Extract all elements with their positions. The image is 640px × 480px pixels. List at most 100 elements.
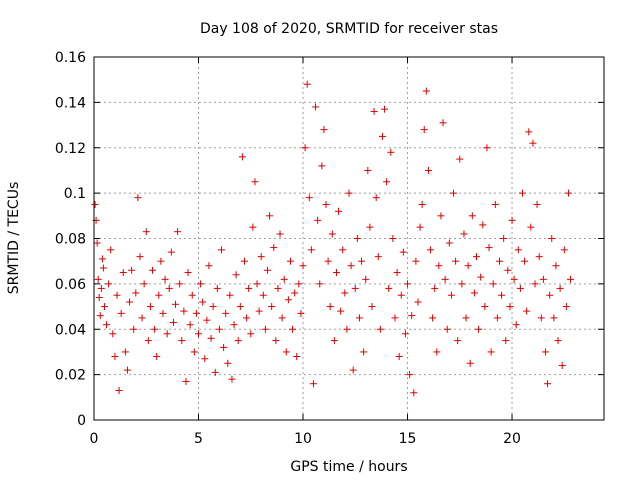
data-point bbox=[316, 280, 324, 288]
data-point bbox=[188, 291, 196, 299]
data-point bbox=[537, 314, 545, 322]
data-point bbox=[485, 244, 493, 252]
data-point bbox=[322, 200, 330, 208]
data-point bbox=[291, 289, 299, 297]
data-point bbox=[447, 291, 455, 299]
data-point bbox=[272, 337, 280, 345]
data-points bbox=[91, 80, 575, 397]
y-tick-label: 0.12 bbox=[55, 141, 86, 157]
data-point bbox=[280, 275, 288, 283]
data-point bbox=[339, 246, 347, 254]
data-point bbox=[562, 303, 570, 311]
data-point bbox=[142, 228, 150, 236]
data-point bbox=[184, 269, 192, 277]
data-point bbox=[230, 321, 238, 329]
data-point bbox=[295, 280, 303, 288]
data-point bbox=[157, 257, 165, 265]
data-point bbox=[454, 337, 462, 345]
data-point bbox=[391, 314, 399, 322]
data-point bbox=[155, 291, 163, 299]
data-point bbox=[437, 212, 445, 220]
data-point bbox=[456, 155, 464, 163]
data-point bbox=[483, 144, 491, 152]
data-point bbox=[433, 348, 441, 356]
data-point bbox=[199, 298, 207, 306]
data-point bbox=[96, 312, 104, 320]
data-point bbox=[554, 337, 562, 345]
data-point bbox=[228, 375, 236, 383]
data-point bbox=[328, 230, 336, 238]
data-point bbox=[450, 189, 458, 197]
data-point bbox=[126, 298, 134, 306]
data-point bbox=[130, 325, 138, 333]
data-point bbox=[186, 321, 194, 329]
data-point bbox=[117, 309, 125, 317]
data-point bbox=[445, 239, 453, 247]
data-point bbox=[113, 291, 121, 299]
data-point bbox=[560, 246, 568, 254]
data-point bbox=[299, 262, 307, 270]
data-point bbox=[458, 280, 466, 288]
data-point bbox=[431, 284, 439, 292]
data-point bbox=[546, 291, 554, 299]
data-point bbox=[512, 321, 520, 329]
data-point bbox=[318, 162, 326, 170]
data-point bbox=[167, 248, 175, 256]
data-point bbox=[404, 280, 412, 288]
data-point bbox=[443, 325, 451, 333]
data-point bbox=[207, 334, 215, 342]
data-point bbox=[238, 153, 246, 161]
data-point bbox=[153, 352, 161, 360]
data-point bbox=[121, 348, 129, 356]
data-point bbox=[539, 275, 547, 283]
data-point bbox=[548, 235, 556, 242]
data-point bbox=[477, 273, 485, 281]
data-point bbox=[533, 200, 541, 208]
data-point bbox=[523, 307, 531, 315]
data-point bbox=[190, 348, 198, 356]
data-point bbox=[297, 309, 305, 317]
data-point bbox=[144, 337, 152, 345]
y-tick-label: 0.16 bbox=[55, 50, 86, 66]
data-point bbox=[330, 337, 338, 345]
data-point bbox=[389, 235, 397, 242]
data-point bbox=[335, 207, 343, 215]
data-point bbox=[274, 284, 282, 292]
y-tick-label: 0.14 bbox=[55, 95, 86, 111]
data-point bbox=[180, 307, 188, 315]
y-tick-label: 0 bbox=[77, 413, 86, 429]
data-point bbox=[510, 275, 518, 283]
data-point bbox=[176, 280, 184, 288]
data-point bbox=[332, 269, 340, 277]
data-point bbox=[349, 366, 357, 374]
y-tick-label: 0.1 bbox=[64, 186, 86, 202]
y-tick-label: 0.06 bbox=[55, 277, 86, 293]
data-point bbox=[174, 228, 182, 236]
data-point bbox=[514, 246, 522, 254]
data-point bbox=[468, 212, 476, 220]
data-point bbox=[293, 352, 301, 360]
data-point bbox=[123, 366, 131, 374]
data-point bbox=[527, 223, 535, 231]
data-point bbox=[261, 325, 269, 333]
data-point bbox=[314, 216, 322, 224]
data-point bbox=[508, 216, 516, 224]
data-point bbox=[427, 246, 435, 254]
data-point bbox=[429, 314, 437, 322]
data-point bbox=[255, 307, 263, 315]
data-point bbox=[178, 337, 186, 345]
x-axis-label: GPS time / hours bbox=[290, 459, 407, 475]
data-point bbox=[309, 380, 317, 388]
data-point bbox=[487, 348, 495, 356]
data-point bbox=[115, 387, 123, 395]
data-point bbox=[464, 262, 472, 270]
data-point bbox=[276, 230, 284, 238]
data-point bbox=[312, 103, 320, 111]
data-point bbox=[259, 291, 267, 299]
data-point bbox=[224, 359, 232, 367]
data-point bbox=[268, 303, 276, 311]
data-point bbox=[489, 280, 497, 288]
data-point bbox=[119, 269, 127, 277]
data-point bbox=[263, 266, 271, 274]
data-point bbox=[98, 255, 106, 263]
